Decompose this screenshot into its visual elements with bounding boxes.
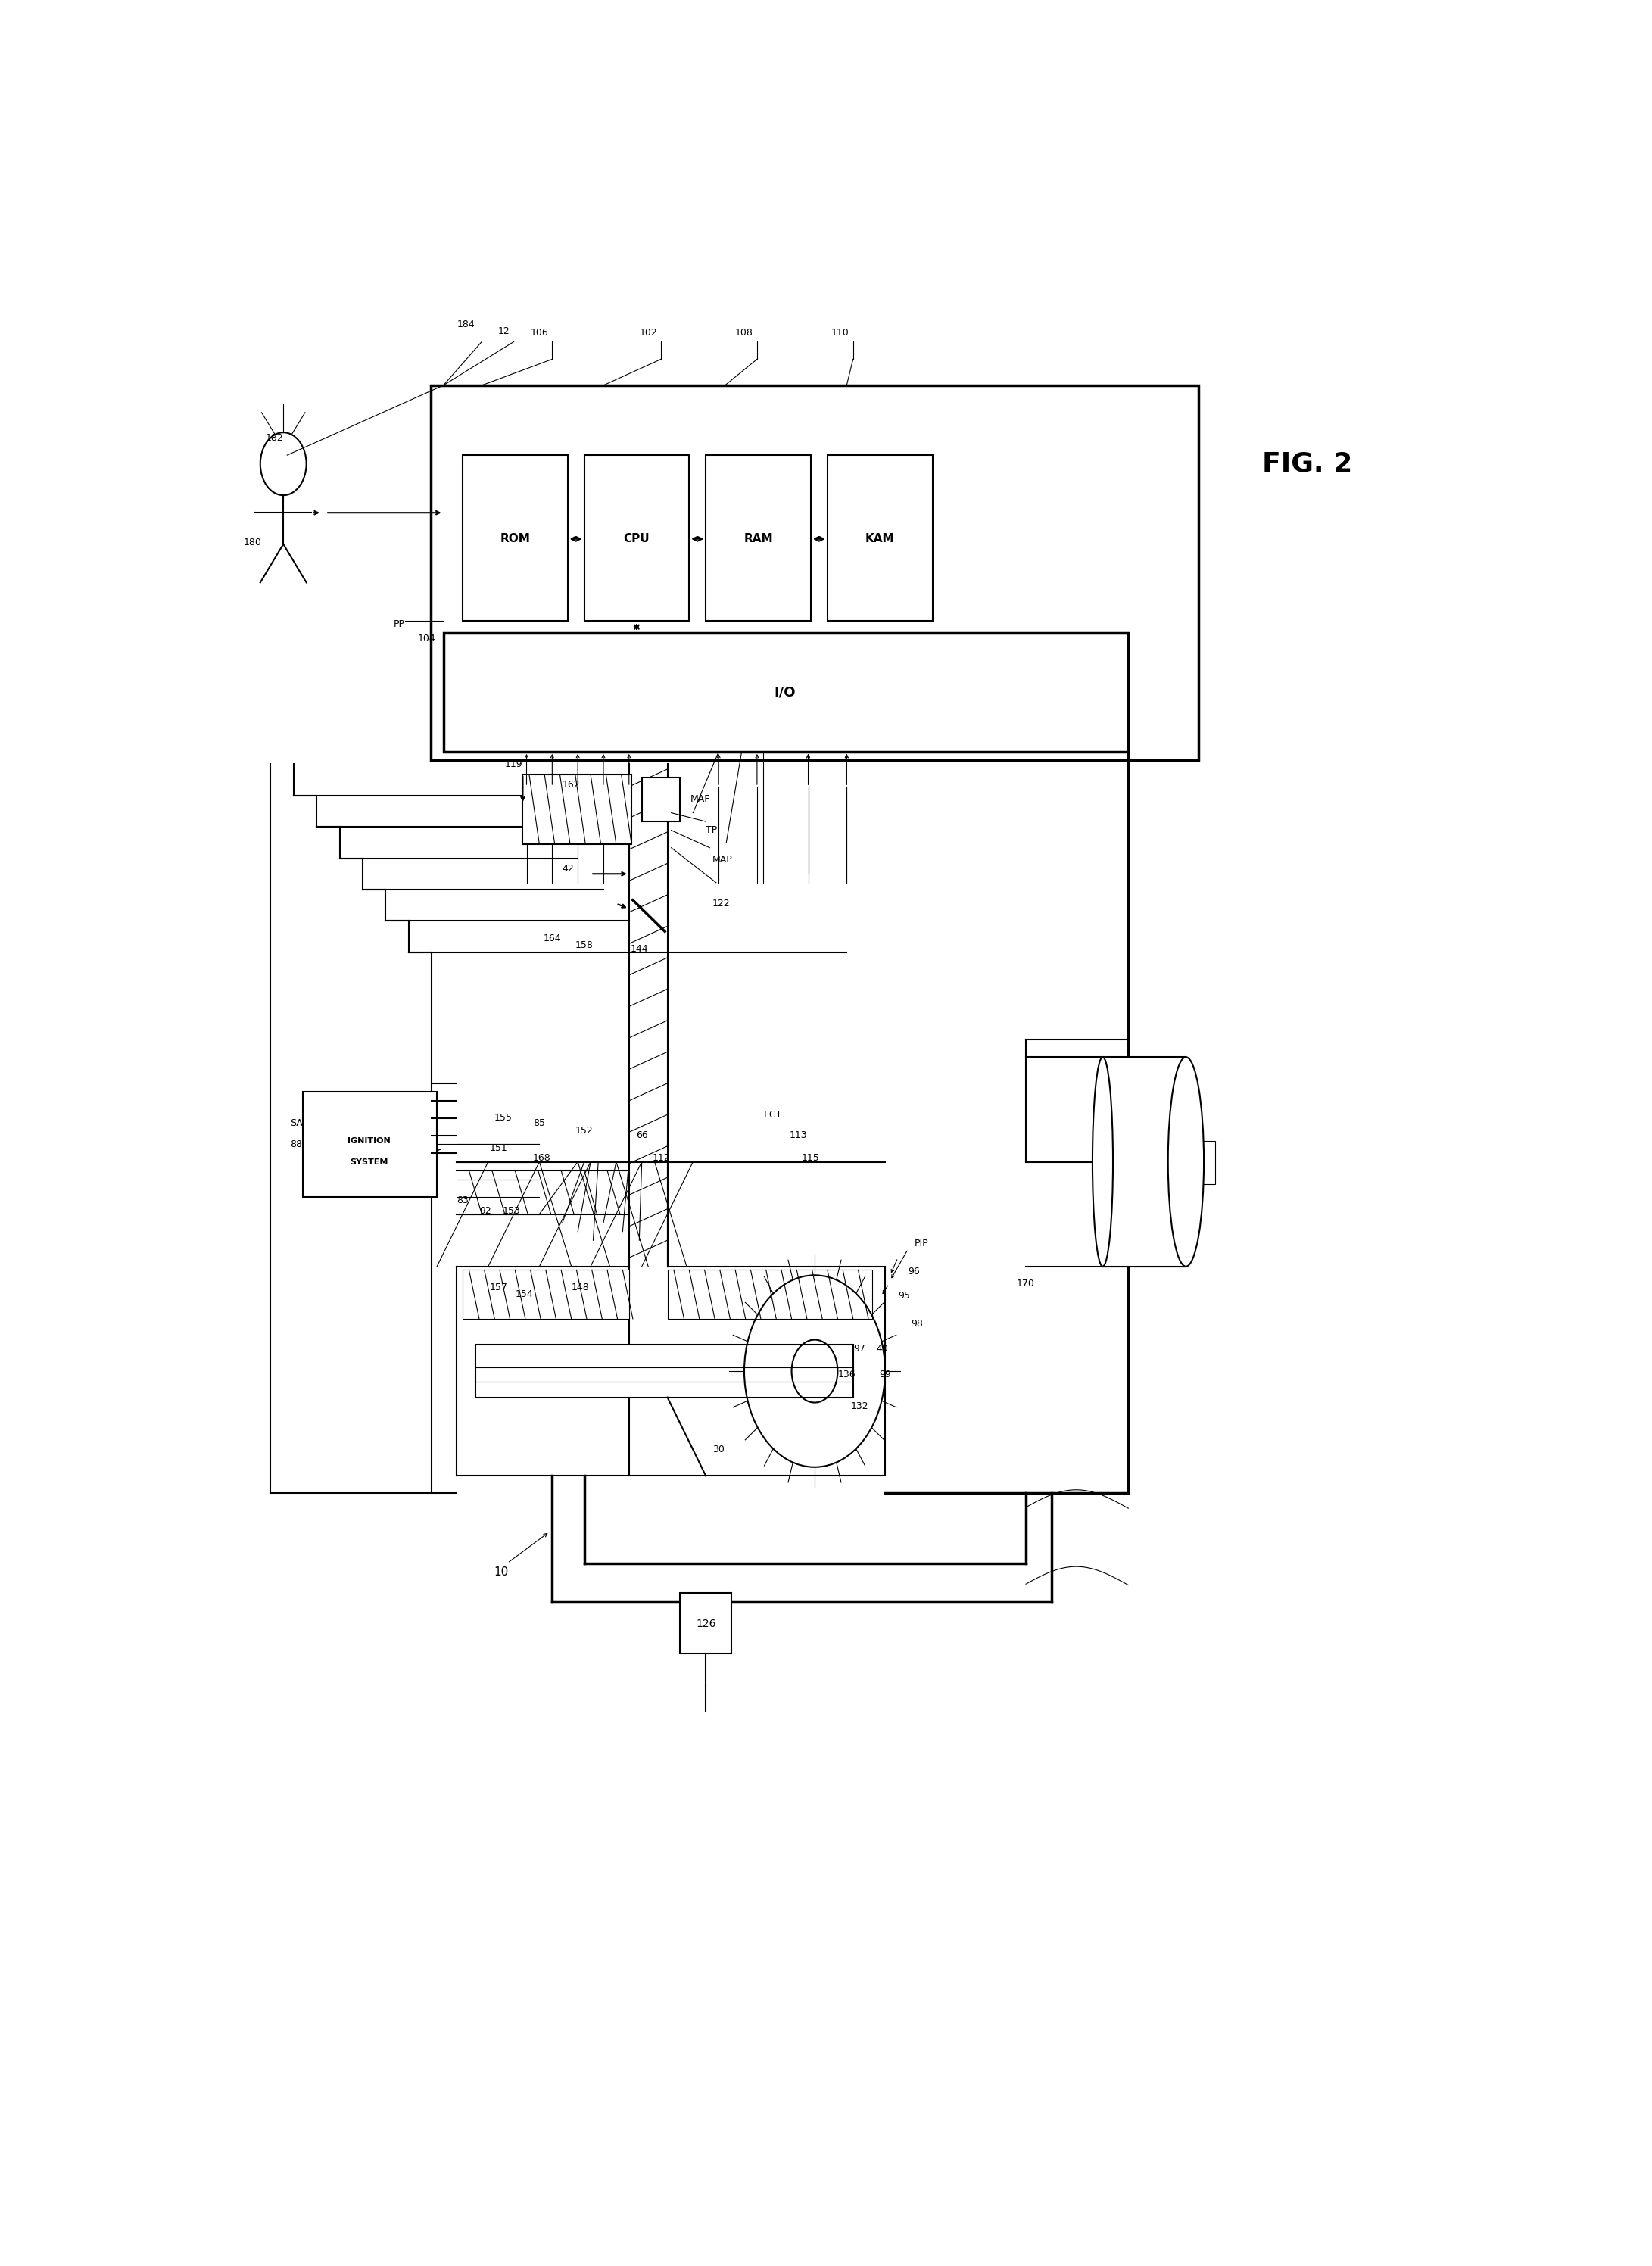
Bar bbox=[1104, 1056, 1186, 1267]
Text: 42: 42 bbox=[562, 863, 573, 875]
Bar bbox=[585, 455, 689, 621]
Text: 92: 92 bbox=[479, 1206, 492, 1215]
Text: 99: 99 bbox=[879, 1369, 890, 1380]
Text: 170: 170 bbox=[1018, 1278, 1034, 1289]
Bar bbox=[1193, 1140, 1216, 1185]
Text: 162: 162 bbox=[562, 780, 580, 791]
Text: I/O: I/O bbox=[775, 687, 796, 700]
Text: 122: 122 bbox=[712, 900, 730, 909]
Text: 83: 83 bbox=[456, 1194, 469, 1206]
Ellipse shape bbox=[1168, 1056, 1204, 1267]
Text: 154: 154 bbox=[515, 1289, 534, 1298]
Text: 40: 40 bbox=[877, 1344, 889, 1353]
Bar bbox=[641, 777, 681, 823]
Text: 98: 98 bbox=[910, 1319, 923, 1328]
Text: 164: 164 bbox=[544, 934, 562, 943]
Bar bbox=[828, 455, 932, 621]
Text: CPU: CPU bbox=[623, 533, 649, 544]
Text: PIP: PIP bbox=[915, 1240, 928, 1249]
Text: 30: 30 bbox=[712, 1446, 725, 1455]
Text: 110: 110 bbox=[831, 329, 849, 338]
Text: 168: 168 bbox=[534, 1153, 550, 1162]
Bar bbox=[522, 775, 631, 845]
Text: MAF: MAF bbox=[691, 793, 710, 804]
Text: ROM: ROM bbox=[501, 533, 530, 544]
Text: 112: 112 bbox=[653, 1153, 671, 1162]
Bar bbox=[443, 632, 1128, 752]
Bar bbox=[681, 1593, 732, 1654]
Text: 158: 158 bbox=[575, 940, 593, 949]
Bar bbox=[463, 1269, 629, 1319]
Text: MAP: MAP bbox=[712, 854, 732, 866]
Text: 12: 12 bbox=[497, 326, 509, 335]
Bar bbox=[476, 1346, 852, 1398]
Text: RAM: RAM bbox=[743, 533, 773, 544]
Text: 182: 182 bbox=[266, 433, 284, 442]
Text: ECT: ECT bbox=[763, 1110, 781, 1119]
Text: 157: 157 bbox=[489, 1283, 507, 1292]
Text: 85: 85 bbox=[534, 1119, 545, 1128]
Text: KAM: KAM bbox=[866, 533, 895, 544]
Text: TP: TP bbox=[705, 825, 717, 836]
Text: 144: 144 bbox=[631, 945, 648, 954]
Bar bbox=[463, 455, 568, 621]
Text: 151: 151 bbox=[489, 1142, 507, 1153]
Text: 126: 126 bbox=[695, 1618, 715, 1629]
Text: 119: 119 bbox=[506, 759, 522, 768]
Text: 155: 155 bbox=[494, 1113, 512, 1124]
Ellipse shape bbox=[1092, 1056, 1113, 1267]
Text: 184: 184 bbox=[458, 320, 476, 329]
Text: 106: 106 bbox=[530, 329, 548, 338]
Bar bbox=[667, 1269, 872, 1319]
Bar bbox=[302, 1092, 436, 1196]
Text: 152: 152 bbox=[575, 1126, 593, 1135]
Text: 108: 108 bbox=[735, 329, 753, 338]
Text: 132: 132 bbox=[851, 1400, 869, 1412]
Text: 88: 88 bbox=[291, 1140, 302, 1149]
Text: 113: 113 bbox=[790, 1131, 806, 1140]
Text: SA: SA bbox=[289, 1119, 302, 1128]
Text: 115: 115 bbox=[801, 1153, 819, 1162]
Text: 10: 10 bbox=[494, 1566, 509, 1577]
Text: 97: 97 bbox=[854, 1344, 866, 1353]
Text: PP: PP bbox=[393, 619, 405, 630]
Text: 96: 96 bbox=[909, 1267, 920, 1276]
Bar bbox=[431, 385, 1199, 761]
Text: 66: 66 bbox=[636, 1131, 648, 1140]
Text: 102: 102 bbox=[639, 329, 657, 338]
Text: 136: 136 bbox=[838, 1369, 856, 1380]
Bar bbox=[705, 455, 811, 621]
Text: 95: 95 bbox=[899, 1292, 910, 1301]
Text: SYSTEM: SYSTEM bbox=[350, 1158, 388, 1165]
Text: FIG. 2: FIG. 2 bbox=[1262, 451, 1353, 476]
Text: 148: 148 bbox=[572, 1283, 590, 1292]
Text: IGNITION: IGNITION bbox=[347, 1138, 390, 1144]
Text: 153: 153 bbox=[502, 1206, 520, 1215]
Text: 180: 180 bbox=[243, 537, 261, 548]
Text: 104: 104 bbox=[418, 634, 436, 644]
